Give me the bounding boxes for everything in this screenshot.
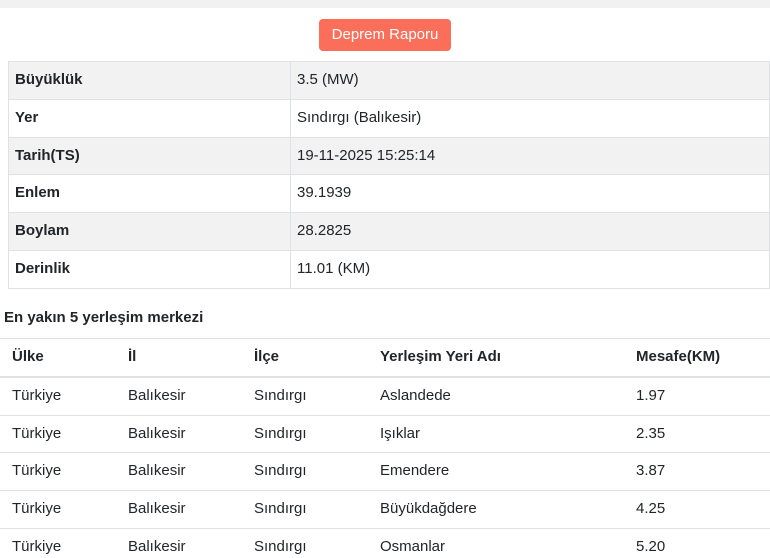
cell-distance: 5.20 [624, 528, 770, 558]
cell-country: Türkiye [0, 490, 116, 529]
cell-province: Balıkesir [116, 415, 242, 454]
cell-district: Sındırgı [242, 452, 368, 491]
table-row-location: Yer Sındırgı (Balıkesir) [8, 98, 770, 138]
nearest-settlements-table: Ülke İl İlçe Yerleşim Yeri Adı Mesafe(KM… [0, 337, 770, 558]
cell-country: Türkiye [0, 452, 116, 491]
column-header-settlement: Yerleşim Yeri Adı [368, 337, 624, 378]
detail-label: Boylam [8, 212, 291, 251]
detail-value: 11.01 (KM) [290, 249, 770, 289]
column-header-distance: Mesafe(KM) [624, 337, 770, 378]
detail-value: 39.1939 [290, 174, 770, 213]
cell-province: Balıkesir [116, 490, 242, 529]
table-row: Türkiye Balıkesir Sındırgı Aslandede 1.9… [0, 376, 770, 416]
cell-settlement: Işıklar [368, 415, 624, 454]
detail-label: Yer [8, 98, 291, 138]
column-header-country: Ülke [0, 337, 116, 378]
cell-settlement: Büyükdağdere [368, 490, 624, 529]
cell-province: Balıkesir [116, 376, 242, 416]
cell-district: Sındırgı [242, 528, 368, 558]
detail-label: Büyüklük [8, 61, 291, 100]
cell-distance: 1.97 [624, 376, 770, 416]
cell-distance: 3.87 [624, 452, 770, 491]
nearest-settlements-heading: En yakın 5 yerleşim merkezi [4, 308, 204, 326]
cell-district: Sındırgı [242, 415, 368, 454]
table-row: Türkiye Balıkesir Sındırgı Büyükdağdere … [0, 490, 770, 529]
detail-value: 19-11-2025 15:25:14 [290, 136, 770, 176]
top-bar [0, 0, 770, 8]
cell-province: Balıkesir [116, 528, 242, 558]
earthquake-report-button[interactable]: Deprem Raporu [318, 19, 452, 51]
cell-distance: 4.25 [624, 490, 770, 529]
earthquake-details-table: Büyüklük 3.5 (MW) Yer Sındırgı (Balıkesi… [8, 61, 770, 289]
table-row-date: Tarih(TS) 19-11-2025 15:25:14 [8, 136, 770, 176]
cell-country: Türkiye [0, 528, 116, 558]
table-row: Türkiye Balıkesir Sındırgı Işıklar 2.35 [0, 415, 770, 454]
detail-value: 28.2825 [290, 212, 770, 251]
cell-country: Türkiye [0, 376, 116, 416]
table-row-magnitude: Büyüklük 3.5 (MW) [8, 61, 770, 100]
detail-label: Tarih(TS) [8, 136, 291, 176]
detail-value: 3.5 (MW) [290, 61, 770, 100]
cell-settlement: Osmanlar [368, 528, 624, 558]
table-row: Türkiye Balıkesir Sındırgı Osmanlar 5.20 [0, 528, 770, 558]
table-row-latitude: Enlem 39.1939 [8, 174, 770, 213]
detail-label: Derinlik [8, 249, 291, 289]
table-row-depth: Derinlik 11.01 (KM) [8, 249, 770, 289]
cell-settlement: Aslandede [368, 376, 624, 416]
detail-label: Enlem [8, 174, 291, 213]
table-row-longitude: Boylam 28.2825 [8, 212, 770, 251]
cell-district: Sındırgı [242, 376, 368, 416]
button-container: Deprem Raporu [0, 8, 770, 61]
cell-settlement: Emendere [368, 452, 624, 491]
table-row: Türkiye Balıkesir Sındırgı Emendere 3.87 [0, 452, 770, 491]
cell-district: Sındırgı [242, 490, 368, 529]
cell-province: Balıkesir [116, 452, 242, 491]
cell-country: Türkiye [0, 415, 116, 454]
cell-distance: 2.35 [624, 415, 770, 454]
column-header-district: İlçe [242, 337, 368, 378]
column-header-province: İl [116, 337, 242, 378]
detail-value: Sındırgı (Balıkesir) [290, 98, 770, 138]
header-row: Ülke İl İlçe Yerleşim Yeri Adı Mesafe(KM… [0, 337, 770, 378]
